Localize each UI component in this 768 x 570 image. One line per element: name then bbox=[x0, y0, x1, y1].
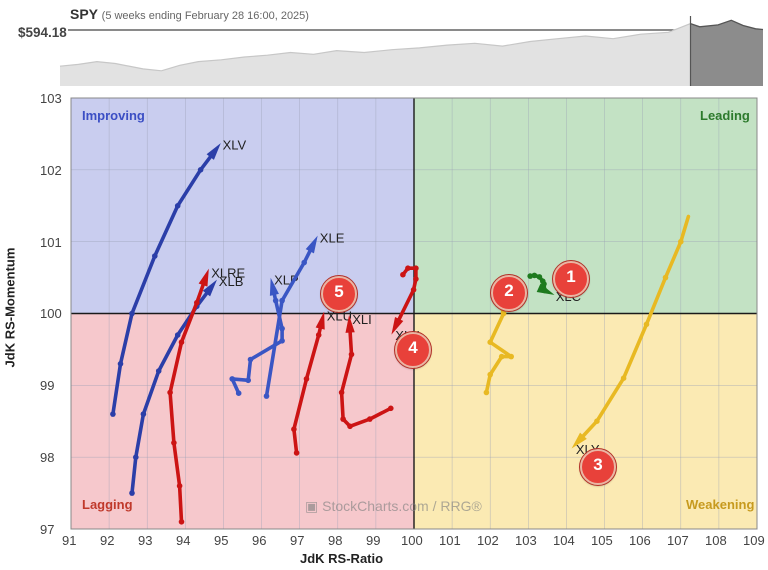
svg-text:XLRE: XLRE bbox=[211, 265, 245, 280]
svg-text:XLV: XLV bbox=[223, 138, 247, 153]
svg-text:XLE: XLE bbox=[320, 230, 345, 245]
svg-text:XLI: XLI bbox=[352, 312, 372, 327]
